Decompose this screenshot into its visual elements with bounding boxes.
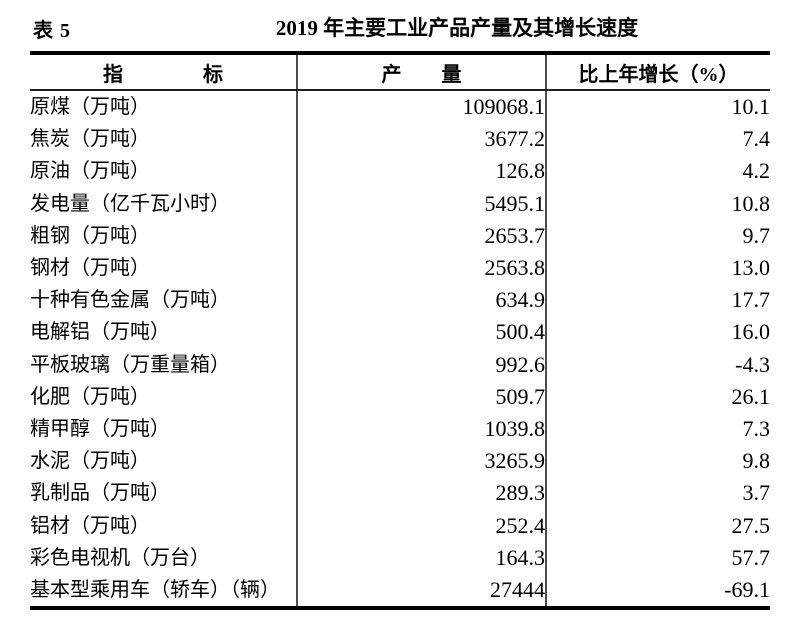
growth-cell: 13.0 <box>545 252 770 285</box>
indicator-cell: 粗钢（万吨） <box>30 224 150 247</box>
page-title: 2019 年主要工业产品产量及其增长速度 <box>275 16 639 40</box>
table-row: 发电量（亿千瓦小时） 5495.1 10.8 <box>30 187 770 220</box>
table-row: 粗钢（万吨） 2653.7 9.7 <box>30 219 770 253</box>
output-cell: 5495.1 <box>296 187 546 220</box>
indicator-cell: 钢材（万吨） <box>30 257 150 280</box>
indicator-cell: 焦炭（万吨） <box>30 128 150 151</box>
growth-cell: 10.1 <box>545 90 770 124</box>
output-cell: 1039.8 <box>296 413 546 446</box>
table-row: 水泥（万吨） 3265.9 9.8 <box>30 445 770 478</box>
growth-cell: 26.1 <box>545 380 770 414</box>
output-cell: 3677.2 <box>296 123 546 156</box>
table-row: 电解铝（万吨） 500.4 16.0 <box>30 316 770 349</box>
indicator-cell: 发电量（亿千瓦小时） <box>30 192 230 215</box>
table-row: 焦炭（万吨） 3677.2 7.4 <box>30 123 770 156</box>
indicator-cell: 平板玻璃（万重量箱） <box>30 353 230 376</box>
indicator-cell: 化肥（万吨） <box>30 385 150 408</box>
indicator-cell: 精甲醇（万吨） <box>30 418 170 441</box>
table-row: 平板玻璃（万重量箱） 992.6 -4.3 <box>30 348 770 381</box>
growth-cell: 9.8 <box>545 445 770 478</box>
indicator-cell: 彩色电视机（万台） <box>30 546 210 569</box>
output-cell: 252.4 <box>296 509 546 542</box>
growth-cell: 7.3 <box>545 413 770 446</box>
indicator-cell: 铝材（万吨） <box>30 514 150 537</box>
table-row: 钢材（万吨） 2563.8 13.0 <box>30 252 770 285</box>
table-row: 彩色电视机（万台） 164.3 57.7 <box>30 541 770 575</box>
growth-cell: 57.7 <box>545 541 770 575</box>
table-row: 铝材（万吨） 252.4 27.5 <box>30 509 770 542</box>
output-cell: 3265.9 <box>296 445 546 478</box>
output-cell: 2653.7 <box>296 219 546 253</box>
indicator-cell: 原煤（万吨） <box>30 96 150 118</box>
indicator-cell: 十种有色金属（万吨） <box>30 289 230 312</box>
growth-cell: 17.7 <box>545 284 770 317</box>
output-cell: 992.6 <box>296 348 546 381</box>
table-number-label: 表 5 <box>33 20 71 42</box>
stats-table: 指 标 产 量 比上年增长（%） 原煤（万吨） 109068.1 10.1 焦炭… <box>30 51 770 611</box>
growth-cell: -4.3 <box>545 348 770 381</box>
growth-cell: 9.7 <box>545 219 770 253</box>
header-row: 指 标 产 量 比上年增长（%） <box>30 53 770 91</box>
table-row: 原煤（万吨） 109068.1 10.1 <box>30 90 770 124</box>
growth-cell: -69.1 <box>545 574 770 609</box>
output-cell: 109068.1 <box>296 90 546 124</box>
output-cell: 2563.8 <box>296 252 546 285</box>
header-output: 产 量 <box>296 53 546 91</box>
output-cell: 164.3 <box>296 541 546 575</box>
output-cell: 289.3 <box>296 477 546 510</box>
table-row: 基本型乘用车（轿车）（辆） 27444 -69.1 <box>30 574 770 609</box>
header-growth: 比上年增长（%） <box>545 53 770 91</box>
indicator-cell: 基本型乘用车（轿车）（辆） <box>30 579 280 602</box>
output-cell: 500.4 <box>296 316 546 349</box>
output-cell: 126.8 <box>296 155 546 188</box>
output-cell: 27444 <box>296 574 546 609</box>
growth-cell: 4.2 <box>545 155 770 188</box>
output-cell: 634.9 <box>296 284 546 317</box>
growth-cell: 27.5 <box>545 509 770 542</box>
table-row: 十种有色金属（万吨） 634.9 17.7 <box>30 284 770 317</box>
indicator-cell: 原油（万吨） <box>30 160 150 183</box>
growth-cell: 16.0 <box>545 316 770 349</box>
indicator-cell: 乳制品（万吨） <box>30 482 170 505</box>
indicator-cell: 水泥（万吨） <box>30 450 150 473</box>
table-row: 化肥（万吨） 509.7 26.1 <box>30 380 770 414</box>
header-indicator: 指 标 <box>30 53 297 91</box>
growth-cell: 10.8 <box>545 187 770 220</box>
table-row: 乳制品（万吨） 289.3 3.7 <box>30 477 770 510</box>
table-row: 精甲醇（万吨） 1039.8 7.3 <box>30 413 770 446</box>
output-cell: 509.7 <box>296 380 546 414</box>
growth-cell: 7.4 <box>545 123 770 156</box>
table-row: 原油（万吨） 126.8 4.2 <box>30 155 770 188</box>
indicator-cell: 电解铝（万吨） <box>30 321 170 344</box>
growth-cell: 3.7 <box>545 477 770 510</box>
